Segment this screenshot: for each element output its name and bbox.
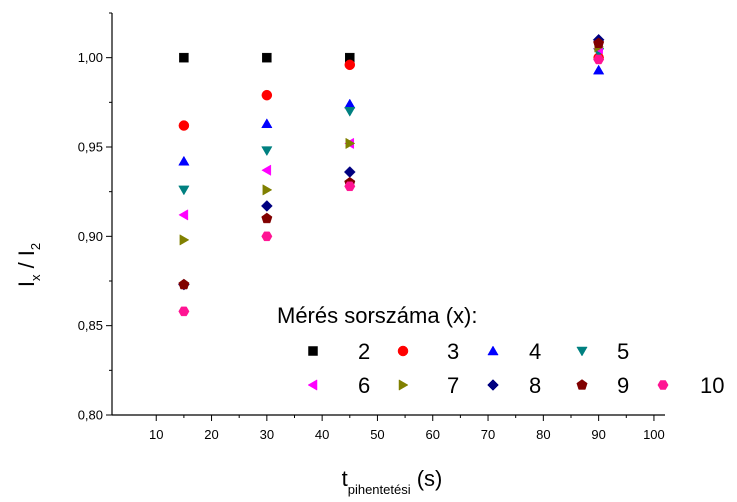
- axes: [111, 13, 665, 416]
- data-point-series-6: [261, 164, 272, 176]
- data-point-series-4: [178, 155, 190, 166]
- legend-marker-3: [397, 345, 409, 357]
- legend-label-5: 5: [617, 339, 629, 364]
- data-point-series-4: [261, 118, 273, 129]
- x-title-sub: pihentetési: [348, 482, 411, 497]
- x-axis-title: tpihentetési (s): [342, 466, 443, 497]
- x-title-unit: (s): [411, 466, 443, 491]
- x-tick-label: 80: [536, 427, 550, 442]
- svg-text:Ix / I2: Ix / I2: [14, 243, 43, 287]
- legend-label-2: 2: [358, 339, 370, 364]
- legend-marker-7: [398, 379, 409, 391]
- legend-label-8: 8: [529, 373, 541, 398]
- data-point-series-6: [178, 209, 189, 221]
- data-point-series-9: [178, 278, 190, 290]
- data-point-series-5: [178, 185, 190, 196]
- legend-title: Mérés sorszáma (x):: [277, 303, 477, 328]
- x-tick-label: 70: [481, 427, 495, 442]
- y-title-main: I: [14, 281, 39, 287]
- y-tick-label: 1,00: [78, 50, 103, 65]
- data-point-series-5: [344, 107, 356, 117]
- legend-marker-10: [657, 380, 669, 390]
- data-point-series-7: [262, 184, 273, 196]
- data-point-series-3: [178, 120, 190, 131]
- legend-marker-4: [487, 345, 499, 356]
- legend-label-4: 4: [529, 339, 541, 364]
- y-title-slash: /: [14, 256, 39, 274]
- legend-marker-5: [576, 346, 588, 357]
- x-title-main: t: [342, 466, 348, 491]
- data-point-series-8: [260, 200, 273, 212]
- legend: Mérés sorszáma (x): 2 3 4 5 6 7 8 9 10: [277, 303, 724, 398]
- data-point-series-10: [178, 306, 190, 317]
- data-point-series-9: [261, 212, 273, 224]
- legend-marker-9: [576, 379, 588, 390]
- legend-label-9: 9: [617, 373, 629, 398]
- data-point-series-2: [262, 52, 272, 63]
- data-points: [178, 33, 605, 317]
- x-tick-label: 60: [426, 427, 440, 442]
- legend-label-3: 3: [447, 339, 459, 364]
- x-ticks: 10 20 30 40 50 60 70 80 90 100: [149, 415, 665, 442]
- data-point-series-7: [345, 137, 356, 150]
- data-point-series-10: [593, 54, 605, 65]
- x-tick-label: 40: [315, 427, 329, 442]
- y-tick-label: 0,80: [78, 408, 103, 423]
- legend-label-10: 10: [700, 373, 724, 398]
- x-tick-label: 20: [204, 427, 218, 442]
- y-title-sub-2: 2: [28, 243, 43, 250]
- x-tick-label: 10: [149, 427, 163, 442]
- y-title-main2: I: [14, 250, 39, 256]
- data-point-series-8: [343, 166, 356, 178]
- legend-marker-8: [487, 379, 499, 391]
- data-point-series-4: [344, 98, 356, 109]
- x-tick-label: 100: [643, 427, 665, 442]
- x-tick-label: 90: [591, 427, 605, 442]
- data-point-series-9: [593, 37, 605, 49]
- data-point-series-3: [344, 59, 356, 71]
- x-tick-label: 50: [370, 427, 384, 442]
- legend-label-7: 7: [447, 373, 459, 398]
- y-axis-title: Ix / I2: [14, 243, 43, 287]
- y-tick-label: 0,85: [78, 318, 103, 333]
- y-tick-label: 0,90: [78, 229, 103, 244]
- legend-marker-2: [308, 346, 318, 356]
- data-point-series-7: [179, 234, 190, 246]
- data-point-series-10: [344, 181, 356, 192]
- data-point-series-3: [261, 89, 273, 101]
- data-point-series-10: [261, 231, 273, 242]
- svg-text:tpihentetési (s): tpihentetési (s): [342, 466, 443, 497]
- x-tick-label: 30: [260, 427, 274, 442]
- y-ticks: 0,80 0,85 0,90 0,95 1,00: [78, 12, 112, 423]
- y-tick-label: 0,95: [78, 140, 103, 155]
- legend-marker-6: [307, 379, 318, 391]
- y-title-sub-x: x: [28, 274, 43, 281]
- data-point-series-4: [593, 64, 605, 75]
- legend-label-6: 6: [358, 373, 370, 398]
- data-point-series-5: [261, 146, 273, 157]
- data-point-series-2: [179, 52, 189, 63]
